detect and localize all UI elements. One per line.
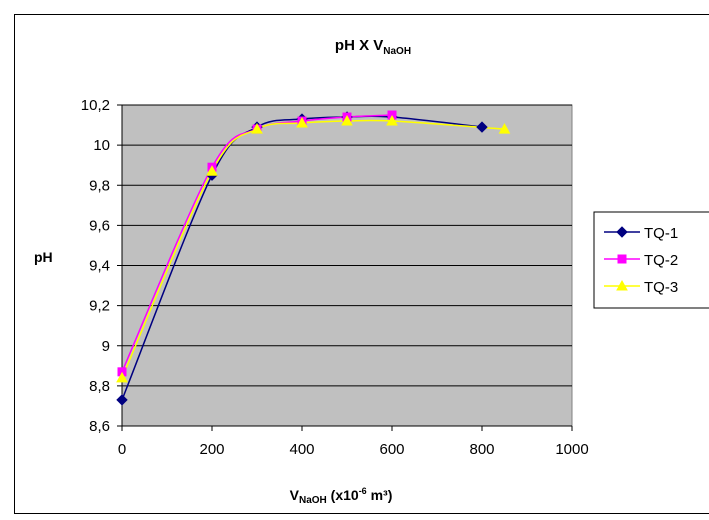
y-tick-label: 8,8	[89, 378, 110, 395]
data-point-tq-3	[206, 165, 218, 176]
y-tick-label: 9,8	[89, 177, 110, 194]
y-axis-title: pH	[34, 249, 53, 265]
data-point-tq-3	[116, 371, 128, 383]
y-tick-labels: 8,6 8,8 9 9,2 9,4 9,6 9,8 10 10,2	[81, 97, 110, 435]
x-tick-label: 800	[469, 441, 494, 458]
y-tick-label: 9	[102, 338, 110, 355]
legend-label-tq-2: TQ-2	[644, 252, 678, 269]
y-tick-label: 8,6	[89, 418, 110, 435]
legend-marker-tq-1	[616, 226, 628, 238]
legend-marker-tq-3	[616, 279, 628, 291]
data-point-tq-3	[251, 123, 263, 134]
x-tick-label: 1000	[555, 441, 588, 458]
x-tick-labels: 0 200 400 600 800 1000	[118, 441, 589, 458]
chart-frame: pH X VNaOH 8,6 8,8 9 9,2 9,4 9,6 9,8 10 10,2 0 20…	[14, 14, 709, 514]
legend: TQ-1 TQ-2 TQ-3	[593, 211, 709, 309]
legend-box	[593, 211, 709, 309]
data-point-tq-3	[386, 115, 398, 126]
y-tick-label: 9,6	[89, 217, 110, 234]
y-tick-label: 10	[93, 137, 110, 154]
legend-marker-tq-2	[617, 254, 627, 264]
legend-label-tq-1: TQ-1	[644, 225, 678, 242]
x-axis-title: VNaOH (x10-6 m³)	[290, 486, 393, 506]
x-tick-label: 600	[379, 441, 404, 458]
x-tick-label: 200	[199, 441, 224, 458]
y-tick-label: 10,2	[81, 97, 110, 114]
y-tick-label: 9,2	[89, 298, 110, 315]
data-point-tq-3	[296, 117, 308, 128]
series-markers	[116, 110, 511, 406]
legend-label-tq-3: TQ-3	[644, 279, 678, 296]
x-tick-label: 400	[289, 441, 314, 458]
data-point-tq-3	[498, 123, 511, 134]
data-point-tq-3	[341, 115, 353, 126]
y-tick-label: 9,4	[89, 258, 110, 275]
x-tick-label: 0	[118, 441, 126, 458]
chart-title: pH X VNaOH	[335, 37, 411, 57]
data-point-tq-1	[476, 121, 488, 133]
data-point-tq-1	[116, 394, 128, 406]
